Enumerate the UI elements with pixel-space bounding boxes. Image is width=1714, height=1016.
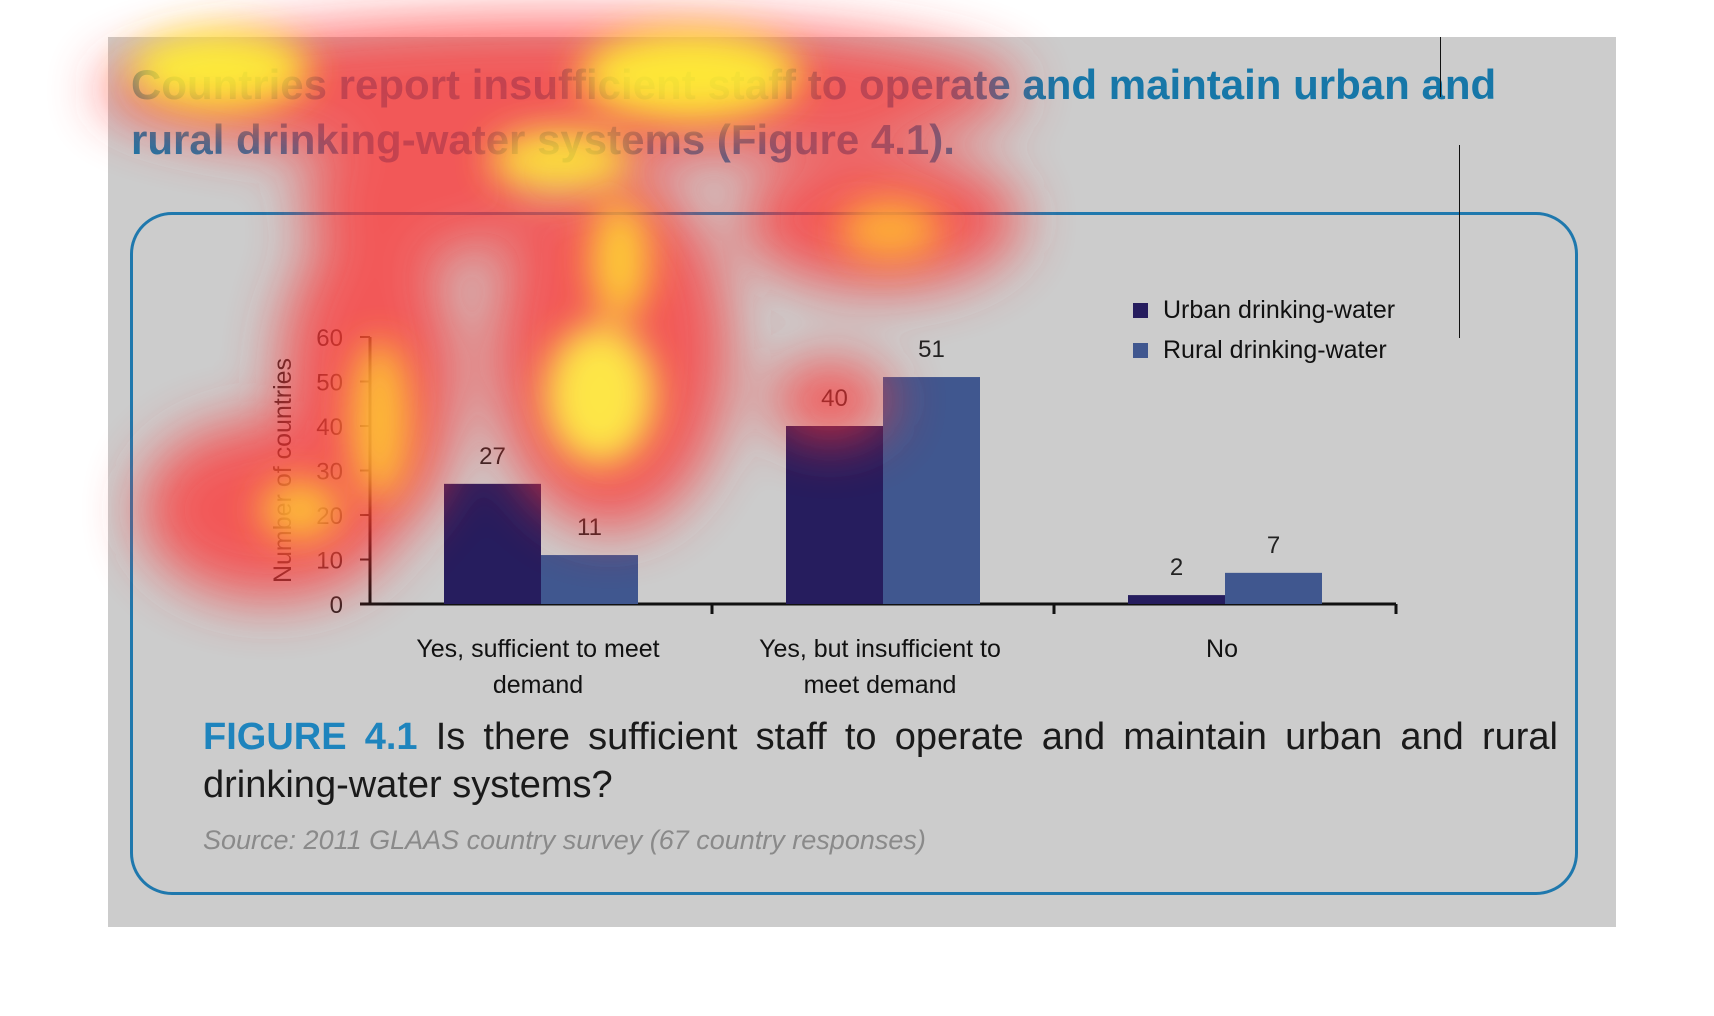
headline-text: Countries report insufficient staff to o… <box>131 61 1497 163</box>
bar-value-label: 7 <box>1267 532 1280 559</box>
bar-value-label: 2 <box>1170 554 1183 581</box>
x-category-label: No <box>1206 635 1238 663</box>
y-tick-label: 10 <box>316 548 343 575</box>
x-category-label: Yes, but insufficient to <box>759 635 1001 663</box>
bar-value-label: 27 <box>479 443 506 470</box>
y-axis-label: Number of countries <box>269 358 297 583</box>
bar-rural <box>541 555 638 604</box>
bar-urban <box>444 483 541 604</box>
source-note: Source: 2011 GLAAS country survey (67 co… <box>203 825 926 855</box>
y-tick-label: 50 <box>316 370 343 397</box>
legend-label: Urban drinking-water <box>1163 296 1395 324</box>
bar-urban <box>1128 595 1225 604</box>
figure-caption-text: Is there sufficient staff to operate and… <box>203 716 1558 806</box>
y-tick-label: 60 <box>316 325 343 352</box>
legend-swatch <box>1133 343 1148 358</box>
figure-caption: FIGURE 4.1 Is there sufficient staff to … <box>203 713 1558 809</box>
bar-value-label: 40 <box>821 385 848 412</box>
figure-label: FIGURE 4.1 <box>203 716 418 758</box>
y-tick-label: 40 <box>316 414 343 441</box>
legend-label: Rural drinking-water <box>1163 336 1387 364</box>
text-cursor-line <box>1459 145 1460 338</box>
y-tick-label: 20 <box>316 503 343 530</box>
x-category-label: meet demand <box>804 671 957 699</box>
bar-rural <box>1225 572 1322 604</box>
x-category-label: Yes, sufficient to meet <box>416 635 659 663</box>
y-tick-label: 0 <box>330 592 343 619</box>
y-tick-label: 30 <box>316 459 343 486</box>
x-category-label: demand <box>493 671 583 699</box>
text-cursor-line <box>1440 37 1441 97</box>
bar-value-label: 11 <box>577 514 602 541</box>
bar-value-label: 51 <box>918 336 945 363</box>
bar-rural <box>883 377 980 604</box>
legend-swatch <box>1133 303 1148 318</box>
bar-urban <box>786 426 883 604</box>
figure-frame: Number of countries 0 10 20 30 40 50 60 27 11 Yes,… <box>130 212 1578 895</box>
content-panel: Countries report insufficient staff to o… <box>108 37 1616 927</box>
